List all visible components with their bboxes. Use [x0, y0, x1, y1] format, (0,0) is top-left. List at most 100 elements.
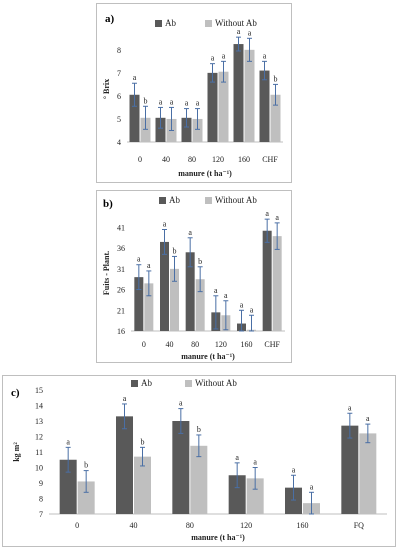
chart-b-legend-swatch-ab	[159, 197, 166, 204]
chart-b-significance-letter: a	[240, 300, 244, 309]
chart-b-x-tick-label: 80	[191, 340, 199, 349]
chart-b-y-tick-label: 31	[117, 265, 125, 274]
chart-c-significance-letter: a	[348, 403, 352, 412]
chart-c-y-tick-label: 9	[39, 479, 43, 488]
chart-c-bar-without-ab-120	[246, 478, 264, 514]
chart-a-bar-ab-160	[233, 44, 244, 142]
chart-a-legend-swatch-ab	[155, 20, 162, 27]
chart-panel-b: b) Ab Without Ab 16 21 26 31 36 41 a a 0 a b 40 a b 80 a a 1…	[96, 190, 292, 363]
chart-a-bar-without-ab-160	[244, 49, 255, 142]
chart-a-y-tick-label: 5	[117, 115, 121, 124]
chart-c-x-tick-label: 120	[240, 521, 252, 530]
chart-c-significance-letter: a	[292, 465, 296, 474]
chart-c-bar-ab-80	[172, 421, 190, 514]
chart-c-x-tick-label: 160	[297, 521, 309, 530]
chart-b-significance-letter: a	[250, 305, 254, 314]
chart-a-y-axis-label: ° Brix	[102, 79, 111, 99]
chart-b-legend-label-ab: Ab	[169, 195, 180, 205]
chart-c-bar-ab-0	[59, 459, 77, 514]
chart-c-bar-without-ab-40	[134, 456, 151, 514]
chart-c-y-tick-label: 12	[35, 433, 43, 442]
chart-b-significance-letter: b	[173, 246, 177, 255]
chart-b-significance-letter: a	[265, 209, 269, 218]
chart-b-significance-letter: a	[163, 220, 167, 229]
chart-b-bar-without-ab-chf	[272, 236, 282, 331]
chart-a-legend-swatch-without-ab	[205, 20, 212, 27]
chart-a-x-tick-label: 80	[188, 155, 196, 164]
chart-b-y-axis-label: Fuits - Plant.	[102, 251, 111, 295]
chart-a-significance-letter: a	[196, 99, 200, 108]
chart-c-legend-swatch-ab	[131, 380, 138, 387]
chart-b-significance-letter: a	[214, 286, 218, 295]
chart-a-significance-letter: a	[237, 27, 241, 36]
chart-b-legend-swatch-without-ab	[205, 197, 212, 204]
chart-c-y-tick-label: 8	[39, 495, 43, 504]
chart-c-x-tick-label: 0	[75, 521, 79, 530]
chart-c-bar-ab-120	[228, 475, 246, 514]
chart-b-bar-without-ab-0	[144, 283, 154, 331]
chart-a-bar-without-ab-80	[192, 118, 203, 142]
chart-b-x-tick-label: 40	[166, 340, 174, 349]
chart-c-y-axis-label: kg m²	[12, 442, 21, 462]
chart-a-bar-ab-40	[155, 117, 166, 142]
chart-a-legend-label-ab: Ab	[165, 18, 176, 28]
chart-c-bar-ab-160	[285, 487, 302, 514]
chart-b-y-tick-label: 41	[117, 223, 125, 232]
chart-a-significance-letter: a	[222, 51, 226, 60]
chart-c-significance-letter: a	[253, 458, 257, 467]
chart-b-x-tick-label: 120	[215, 340, 227, 349]
chart-b-legend-label-without-ab: Without Ab	[215, 195, 257, 205]
chart-c-legend-label-ab: Ab	[141, 378, 152, 388]
chart-a-y-tick-label: 8	[117, 46, 121, 55]
chart-c-svg: c) Ab Without Ab 7 8 9 10 11 12 13 14 15 a b 0 a b 40 a b 80…	[11, 378, 387, 542]
chart-a-bar-without-ab-120	[218, 71, 229, 142]
chart-c-y-tick-label: 10	[35, 464, 43, 473]
chart-b-significance-letter: a	[275, 213, 279, 222]
chart-b-bar-without-ab-80	[195, 279, 205, 331]
chart-c-significance-letter: a	[366, 414, 370, 423]
chart-panel-a: a) Ab Without Ab 4 5 6 7 8 a b 0 a a 40 a a 80 a a 120 a a 160…	[96, 3, 292, 183]
chart-a-significance-letter: b	[144, 96, 148, 105]
chart-b-significance-letter: b	[198, 257, 202, 266]
chart-a-x-tick-label: 40	[162, 155, 170, 164]
chart-a-x-tick-label: 0	[138, 155, 142, 164]
chart-c-y-tick-label: 14	[35, 402, 43, 411]
chart-panel-c: c) Ab Without Ab 7 8 9 10 11 12 13 14 15 a b 0 a b 40 a b 80…	[2, 375, 396, 547]
chart-a-significance-letter: a	[170, 97, 174, 106]
chart-b-bar-ab-80	[185, 252, 195, 331]
chart-c-panel-label: c)	[11, 387, 20, 399]
chart-b-bar-ab-chf	[262, 230, 272, 331]
chart-a-x-tick-label: 120	[212, 155, 224, 164]
chart-a-x-axis-label: manure (t ha⁻¹)	[178, 169, 232, 178]
chart-a-bar-without-ab-0	[140, 117, 151, 142]
chart-c-significance-letter: b	[141, 437, 145, 446]
chart-b-x-tick-label: 0	[142, 340, 146, 349]
chart-b-y-tick-label: 16	[117, 327, 125, 336]
chart-c-x-tick-label: 40	[130, 521, 138, 530]
chart-b-bar-without-ab-40	[170, 268, 179, 331]
chart-c-significance-letter: b	[197, 425, 201, 434]
chart-b-significance-letter: a	[188, 228, 192, 237]
chart-b-x-tick-label: 160	[241, 340, 253, 349]
chart-a-y-tick-label: 6	[117, 92, 121, 101]
chart-c-significance-letter: a	[66, 437, 70, 446]
chart-c-legend-label-without-ab: Without Ab	[195, 378, 237, 388]
chart-b-x-tick-label: CHF	[264, 340, 280, 349]
chart-a-significance-letter: a	[211, 54, 215, 63]
chart-c-y-tick-label: 13	[35, 417, 43, 426]
chart-b-bar-ab-40	[160, 241, 169, 331]
chart-a-significance-letter: a	[159, 97, 163, 106]
chart-c-x-tick-label: 80	[186, 521, 194, 530]
chart-a-panel-label: a)	[105, 13, 115, 25]
chart-b-y-tick-label: 21	[117, 306, 125, 315]
chart-c-y-tick-label: 15	[35, 386, 43, 395]
chart-b-svg: b) Ab Without Ab162126313641aa0ab40ab80aa1…	[102, 195, 285, 361]
chart-c-bar-without-ab-80	[190, 445, 208, 514]
chart-a-significance-letter: a	[185, 99, 189, 108]
chart-a-y-tick-label: 4	[117, 138, 121, 147]
chart-b-significance-letter: a	[147, 261, 151, 270]
chart-a-legend-label-without-ab: Without Ab	[215, 18, 257, 28]
chart-a-bar-ab-120	[207, 72, 218, 142]
chart-a-significance-letter: a	[248, 28, 252, 37]
